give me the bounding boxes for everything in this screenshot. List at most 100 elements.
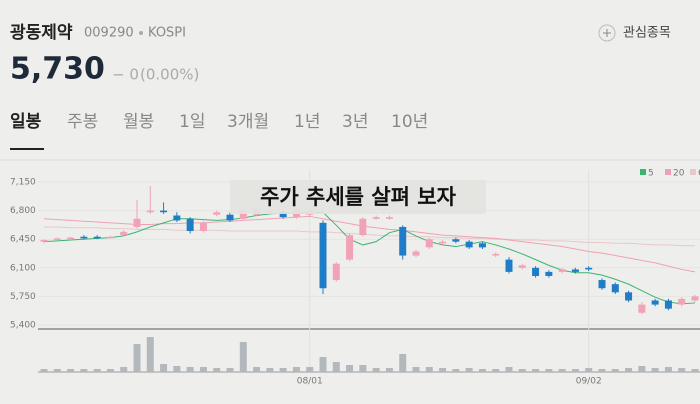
- volume-bar: [678, 368, 686, 372]
- separator: [139, 31, 143, 35]
- candle-body: [585, 267, 593, 270]
- volume-bar: [518, 369, 526, 372]
- candle-body: [611, 284, 619, 293]
- legend-swatch: [640, 169, 646, 175]
- volume-bar: [279, 368, 287, 372]
- candle-body: [664, 300, 672, 309]
- volume-bar: [638, 366, 646, 372]
- candle-body: [279, 212, 287, 218]
- volume-bar: [505, 367, 513, 372]
- volume-bar: [425, 367, 433, 372]
- volume-bar: [213, 368, 221, 372]
- volume-bar: [186, 367, 194, 372]
- y-tick-label: 6,100: [10, 263, 36, 273]
- y-tick-label: 5,400: [10, 321, 36, 331]
- price-percent: (0.00%): [140, 66, 199, 84]
- volume-bar: [691, 369, 699, 372]
- volume-bar: [292, 367, 300, 372]
- candle-body: [385, 217, 393, 219]
- volume-bar: [651, 368, 659, 372]
- tab[interactable]: 일봉: [10, 112, 42, 132]
- volume-bar: [532, 369, 540, 372]
- tab[interactable]: 10년: [391, 112, 428, 132]
- volume-bar: [199, 367, 207, 372]
- legend-swatch: [665, 169, 671, 175]
- candle-body: [532, 267, 540, 276]
- candle-body: [558, 269, 566, 272]
- add-icon[interactable]: [598, 24, 616, 42]
- candle-body: [465, 241, 473, 248]
- x-tick-label: 08/01: [297, 377, 323, 387]
- volume-bar: [226, 368, 234, 372]
- volume-bar: [478, 369, 486, 372]
- stock-code: 009290: [84, 26, 134, 41]
- tab[interactable]: 1일: [179, 112, 205, 132]
- volume-bar: [173, 366, 181, 372]
- volume-bar: [558, 369, 566, 372]
- watchlist-button[interactable]: 관심종목: [623, 26, 671, 41]
- candle-body: [478, 243, 486, 248]
- candle-body: [332, 263, 340, 281]
- moving-average: [44, 226, 695, 247]
- volume-bar: [346, 365, 354, 372]
- candle-body: [213, 212, 221, 215]
- candle-body: [120, 231, 128, 236]
- annotation: 주가 추세를 살펴 보자: [260, 185, 456, 209]
- volume-bar: [146, 337, 154, 372]
- volume-bar: [545, 369, 553, 372]
- candle-body: [651, 300, 659, 305]
- price-change: − 0: [112, 66, 139, 84]
- volume-bar: [399, 354, 407, 372]
- volume-bar: [452, 369, 460, 372]
- volume-bar: [625, 368, 633, 372]
- candle-body: [691, 296, 699, 301]
- add-plus: [603, 29, 611, 37]
- volume-bar: [492, 369, 500, 372]
- candle-body: [226, 214, 234, 221]
- volume-bar: [571, 369, 579, 372]
- candle-body: [80, 236, 88, 239]
- tab[interactable]: 주봉: [67, 112, 98, 132]
- volume-bar: [120, 367, 128, 372]
- volume-bar: [80, 369, 88, 372]
- legend-label: 5: [648, 169, 654, 179]
- tab[interactable]: 월봉: [123, 112, 154, 132]
- candle-body: [186, 218, 194, 232]
- candle-body: [678, 298, 686, 305]
- candle-body: [93, 236, 101, 239]
- moving-average: [43, 211, 696, 305]
- market: KOSPI: [148, 26, 186, 41]
- candle-body: [425, 239, 433, 248]
- candle-body: [505, 259, 513, 272]
- candle-body: [133, 218, 141, 227]
- volume-bar: [306, 367, 314, 372]
- volume-bar: [160, 364, 168, 372]
- candle-body: [412, 251, 420, 256]
- candle-body: [492, 253, 500, 256]
- candle-body: [319, 222, 327, 289]
- volume-bar: [53, 369, 61, 372]
- candle-body: [40, 240, 48, 242]
- tab[interactable]: 3년: [342, 112, 368, 132]
- candle-body: [625, 292, 633, 301]
- volume-bar: [385, 368, 393, 372]
- volume-bar: [40, 369, 48, 372]
- candle-body: [638, 304, 646, 313]
- legend-label: 60: [698, 169, 700, 179]
- candle-body: [571, 269, 579, 272]
- candle-body: [439, 241, 447, 244]
- volume-bar: [412, 367, 420, 372]
- candle-body: [199, 222, 207, 232]
- y-tick-label: 5,750: [10, 292, 36, 302]
- moving-average: [43, 215, 696, 273]
- volume-bar: [359, 365, 367, 372]
- y-tick-label: 6,800: [10, 206, 36, 216]
- tab[interactable]: 3개월: [227, 112, 269, 132]
- volume-bar: [67, 369, 75, 372]
- volume-bar: [133, 344, 141, 372]
- volume-bar: [266, 368, 274, 372]
- candle-body: [545, 271, 553, 276]
- tab[interactable]: 1년: [294, 112, 320, 132]
